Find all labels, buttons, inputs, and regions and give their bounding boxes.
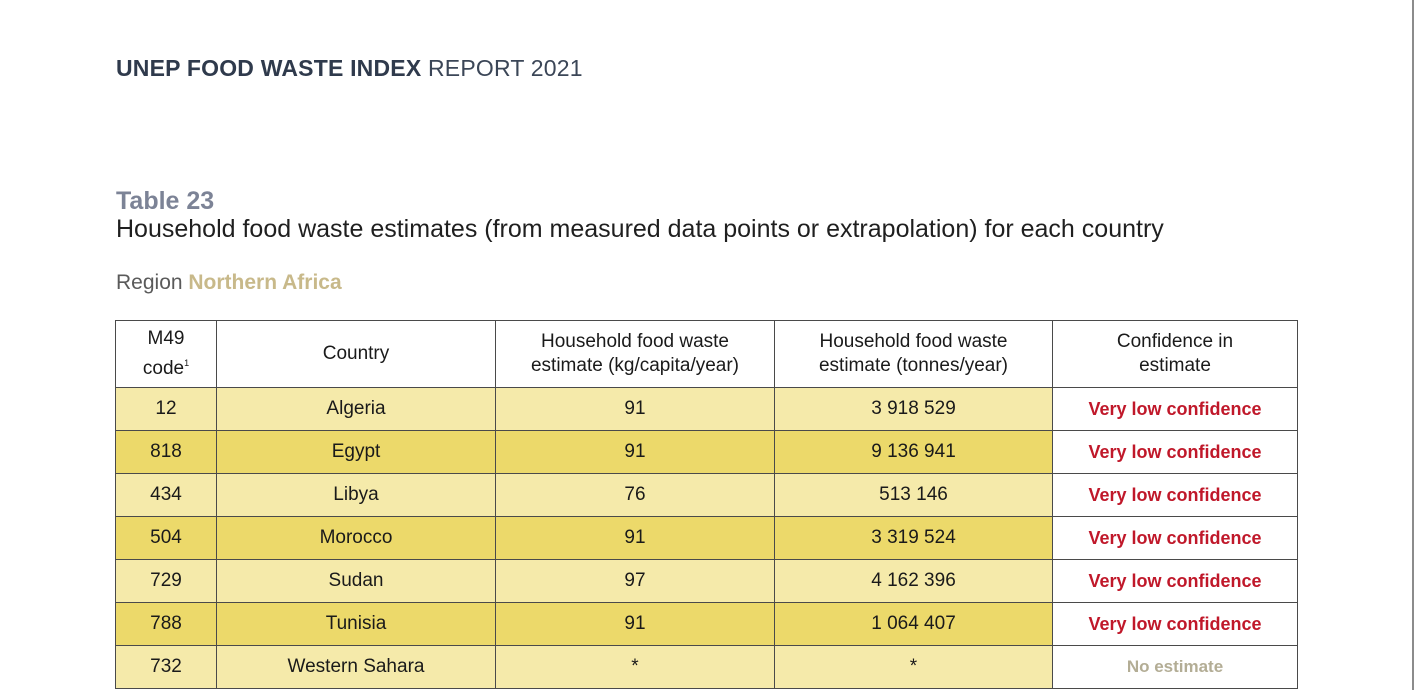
cell-kg-per-capita: 91 — [495, 516, 775, 560]
cell-m49-code: 12 — [115, 387, 217, 431]
cell-m49-code: 788 — [115, 602, 217, 646]
cell-kg-per-capita: 91 — [495, 387, 775, 431]
cell-confidence: Very low confidence — [1052, 387, 1298, 431]
food-waste-table: M49 code1 Country Household food waste e… — [115, 320, 1298, 689]
footnote-marker: 1 — [184, 358, 190, 368]
cell-tonnes: 3 319 524 — [774, 516, 1053, 560]
table-row: 729 Sudan 97 4 162 396 Very low confiden… — [115, 559, 1298, 603]
cell-kg-per-capita: 91 — [495, 430, 775, 474]
header-confidence: Confidence in estimate — [1052, 320, 1298, 388]
cell-m49-code: 434 — [115, 473, 217, 517]
cell-country: Sudan — [216, 559, 496, 603]
header-confidence-line1: Confidence in — [1116, 331, 1234, 352]
cell-confidence: Very low confidence — [1052, 516, 1298, 560]
cell-tonnes: 4 162 396 — [774, 559, 1053, 603]
region-line: Region Northern Africa — [116, 271, 342, 295]
cell-country: Morocco — [216, 516, 496, 560]
cell-country: Algeria — [216, 387, 496, 431]
cell-m49-code: 732 — [115, 645, 217, 689]
cell-tonnes: 3 918 529 — [774, 387, 1053, 431]
cell-country: Egypt — [216, 430, 496, 474]
table-row: 12 Algeria 91 3 918 529 Very low confide… — [115, 387, 1298, 431]
table-row: 818 Egypt 91 9 136 941 Very low confiden… — [115, 430, 1298, 474]
page-edge-rule — [1412, 0, 1414, 690]
cell-tonnes: 1 064 407 — [774, 602, 1053, 646]
header-kg-line1: Household food waste — [540, 331, 729, 352]
cell-confidence: No estimate — [1052, 645, 1298, 689]
table-number: Table 23 — [116, 187, 215, 215]
cell-country: Tunisia — [216, 602, 496, 646]
cell-kg-per-capita: 76 — [495, 473, 775, 517]
cell-m49-code: 818 — [115, 430, 217, 474]
header-kg-line2: estimate (kg/capita/year) — [530, 355, 740, 376]
cell-confidence: Very low confidence — [1052, 430, 1298, 474]
report-title-bold: UNEP FOOD WASTE INDEX — [116, 55, 422, 81]
cell-tonnes: 513 146 — [774, 473, 1053, 517]
region-name: Northern Africa — [188, 271, 342, 294]
report-header: UNEP FOOD WASTE INDEX REPORT 2021 — [116, 55, 583, 82]
cell-country: Libya — [216, 473, 496, 517]
header-m49-code: M49 code1 — [115, 320, 217, 388]
report-title-rest: REPORT 2021 — [421, 55, 583, 81]
header-tonnes-line2: estimate (tonnes/year) — [818, 355, 1009, 376]
table-row: 732 Western Sahara * * No estimate — [115, 645, 1298, 689]
header-country: Country — [216, 320, 496, 388]
header-m49-line1: M49 — [147, 328, 185, 349]
cell-tonnes: 9 136 941 — [774, 430, 1053, 474]
cell-kg-per-capita: * — [495, 645, 775, 689]
cell-kg-per-capita: 91 — [495, 602, 775, 646]
header-tonnes-line1: Household food waste — [819, 331, 1008, 352]
table-row: 504 Morocco 91 3 319 524 Very low confid… — [115, 516, 1298, 560]
cell-confidence: Very low confidence — [1052, 602, 1298, 646]
table-header-row: M49 code1 Country Household food waste e… — [115, 320, 1298, 388]
table-row: 434 Libya 76 513 146 Very low confidence — [115, 473, 1298, 517]
cell-tonnes: * — [774, 645, 1053, 689]
header-confidence-line2: estimate — [1139, 355, 1211, 376]
cell-confidence: Very low confidence — [1052, 473, 1298, 517]
header-country-label: Country — [322, 343, 390, 364]
header-kg-per-capita: Household food waste estimate (kg/capita… — [495, 320, 775, 388]
header-tonnes: Household food waste estimate (tonnes/ye… — [774, 320, 1053, 388]
cell-country: Western Sahara — [216, 645, 496, 689]
table-row: 788 Tunisia 91 1 064 407 Very low confid… — [115, 602, 1298, 646]
cell-m49-code: 729 — [115, 559, 217, 603]
region-prefix: Region — [116, 271, 189, 294]
cell-m49-code: 504 — [115, 516, 217, 560]
cell-confidence: Very low confidence — [1052, 559, 1298, 603]
header-m49-line2: code — [142, 358, 185, 379]
table-caption: Household food waste estimates (from mea… — [116, 215, 1164, 243]
cell-kg-per-capita: 97 — [495, 559, 775, 603]
